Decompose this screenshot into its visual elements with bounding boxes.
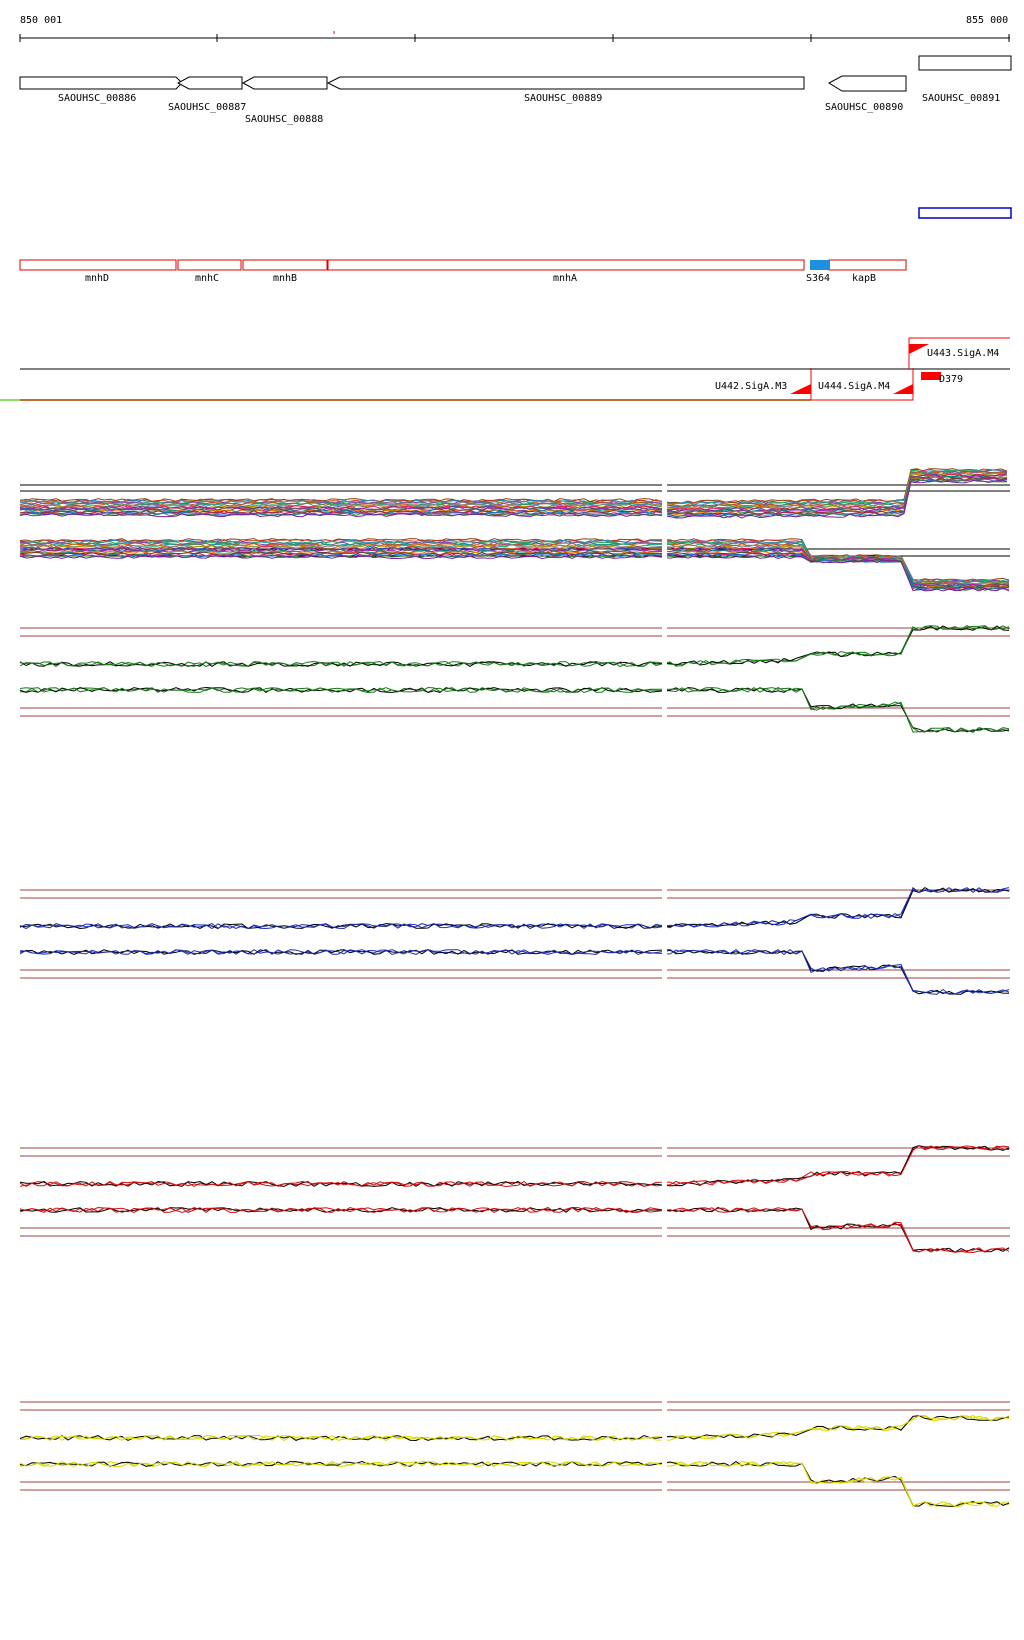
annotation-label: mnhA <box>553 273 577 284</box>
annotation-label: mnhC <box>195 273 219 284</box>
gene-SAOUHSC_00891[interactable] <box>918 55 1012 71</box>
profile-line-reverse <box>19 1206 1010 1253</box>
ruler-end-label: 855 000 <box>966 15 1008 26</box>
profile-line-forward <box>19 478 1008 517</box>
annotation-mnhD[interactable] <box>19 259 177 271</box>
profile-line-forward <box>19 469 1008 506</box>
profile-line-forward <box>19 625 1010 668</box>
profile-line-reverse <box>19 554 1010 592</box>
annotation-label: mnhD <box>85 273 109 284</box>
profile-line-forward <box>20 886 1010 930</box>
annotation-kapB[interactable] <box>828 259 907 271</box>
tu-D379[interactable] <box>921 372 941 380</box>
annotation-box-blue[interactable] <box>918 207 1012 219</box>
profile-line-forward <box>19 468 1008 504</box>
profile-line-forward <box>19 468 1008 505</box>
tu-U442.SigA.M3[interactable] <box>20 368 812 401</box>
gene-labels: SAOUHSC_00886 SAOUHSC_00887 SAOUHSC_0088… <box>58 93 1000 125</box>
profile-line-reverse <box>19 686 1010 733</box>
profile-line-forward <box>19 478 1008 519</box>
gene-label: SAOUHSC_00888 <box>245 114 323 125</box>
profile-line-reverse <box>19 1206 1010 1253</box>
profile-line-reverse <box>19 555 1010 592</box>
gene-track <box>19 55 1012 92</box>
profile-line-forward <box>19 886 1010 930</box>
tu-label: U443.SigA.M4 <box>927 348 999 359</box>
profile-line-reverse <box>19 1206 1010 1254</box>
annotation-mnhB[interactable] <box>242 259 328 271</box>
gene-label: SAOUHSC_00891 <box>922 93 1000 104</box>
profile-line-forward <box>19 1144 1009 1188</box>
track-gap <box>662 475 667 585</box>
gene-SAOUHSC_00889[interactable] <box>326 76 805 90</box>
tu-label: D379 <box>939 374 963 385</box>
annotation-track: mnhD mnhC mnhB mnhA S364 kapB <box>19 207 1012 284</box>
profile-line-forward <box>19 625 1010 668</box>
track-gap <box>662 1143 667 1243</box>
expression-tracks <box>19 623 1010 1507</box>
expression-track <box>19 885 1010 995</box>
profile-line-forward <box>19 1144 1010 1187</box>
expression-track <box>19 1143 1010 1254</box>
annotation-label: mnhB <box>273 273 297 284</box>
gene-label: SAOUHSC_00886 <box>58 93 136 104</box>
coordinate-ruler: 850 001 855 000 <box>19 15 1010 42</box>
annotation-label: kapB <box>852 273 876 284</box>
transcription-unit-track: U442.SigA.M3 U444.SigA.M4 U443.SigA.M4 D… <box>0 337 1010 401</box>
profile-line-forward <box>19 1145 1010 1187</box>
ruler-marker <box>333 31 335 34</box>
multi-condition-expression-track <box>19 468 1010 592</box>
profile-line-reverse <box>19 948 1010 995</box>
gene-SAOUHSC_00886[interactable] <box>19 76 183 90</box>
profile-line-forward <box>19 472 1008 510</box>
profile-line-reverse <box>19 1460 1010 1507</box>
tu-label: U442.SigA.M3 <box>715 381 787 392</box>
tu-label: U444.SigA.M4 <box>818 381 890 392</box>
profile-line-forward <box>19 479 1008 519</box>
profile-line-reverse <box>19 1460 1010 1507</box>
gene-label: SAOUHSC_00887 <box>168 102 246 113</box>
profile-line-forward <box>19 887 1010 930</box>
gene-SAOUHSC_00890[interactable] <box>827 75 907 92</box>
tu-U443.SigA.M4[interactable] <box>908 337 1010 369</box>
annotation-label: S364 <box>806 273 830 284</box>
track-gap <box>662 885 667 985</box>
track-gap <box>662 623 667 723</box>
profile-line-reverse <box>19 544 1010 586</box>
profile-line-reverse <box>19 948 1010 995</box>
profile-line-forward <box>19 1414 1010 1441</box>
ruler-ticks <box>19 34 1010 42</box>
gene-SAOUHSC_00888[interactable] <box>241 76 328 90</box>
track-gap <box>662 1397 667 1497</box>
tu-U444.SigA.M4[interactable] <box>811 368 914 401</box>
annotation-mnhC[interactable] <box>177 259 242 271</box>
ruler-start-label: 850 001 <box>20 15 62 26</box>
gene-label: SAOUHSC_00889 <box>524 93 602 104</box>
gene-SAOUHSC_00887[interactable] <box>176 76 243 90</box>
profile-line-forward <box>19 474 1008 513</box>
annotation-mnhA[interactable] <box>327 259 805 271</box>
annotation-S364[interactable] <box>810 260 830 270</box>
profile-line-forward <box>19 1415 1010 1442</box>
profile-line-reverse <box>19 948 1010 995</box>
profile-line-forward <box>19 625 1010 668</box>
profile-line-reverse <box>19 686 1010 733</box>
profile-line-reverse <box>19 686 1010 733</box>
profile-line-reverse <box>19 553 1010 591</box>
profile-line-reverse <box>19 1460 1010 1507</box>
profile-line-forward <box>19 473 1008 511</box>
expression-track <box>19 623 1010 733</box>
gene-label: SAOUHSC_00890 <box>825 102 903 113</box>
expression-track <box>19 1397 1010 1507</box>
